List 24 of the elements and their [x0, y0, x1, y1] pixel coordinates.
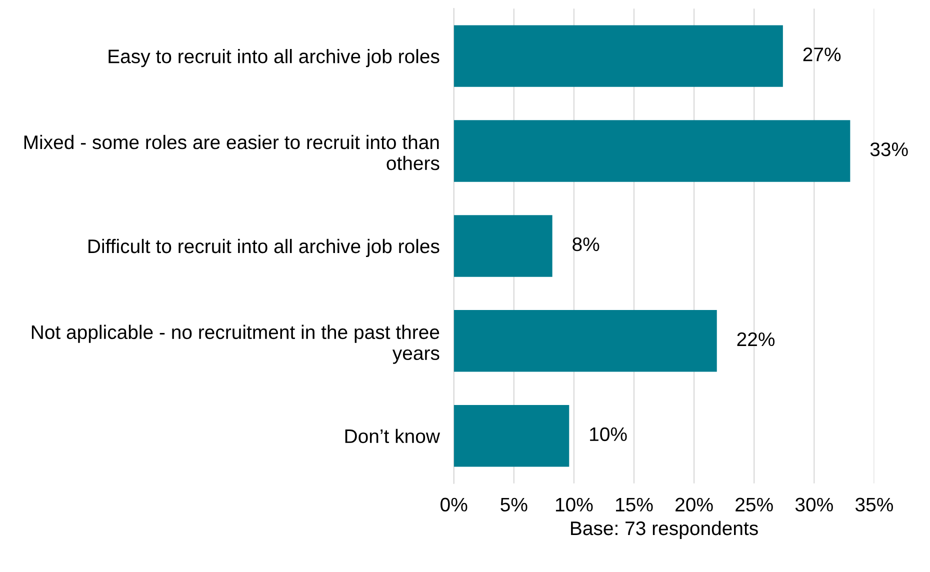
- data-label: 8%: [572, 237, 600, 252]
- bar: [454, 215, 552, 277]
- data-label: 27%: [803, 48, 841, 62]
- bar: [454, 120, 850, 182]
- bar: [454, 25, 783, 87]
- y-tick-label: Mixed - some roles are easier to recruit into than others: [24, 134, 440, 170]
- bar: [454, 310, 717, 372]
- y-tick-label: Not applicable - no recruitment in the past three years: [32, 324, 440, 364]
- x-tick-label: 20%: [676, 498, 713, 512]
- y-tick-label: Don’t know: [345, 428, 440, 444]
- x-axis-title: Base: 73 respondents: [571, 520, 758, 540]
- x-tick-label: 30%: [795, 498, 833, 512]
- data-label: 10%: [590, 427, 627, 442]
- data-label: 22%: [737, 332, 775, 346]
- y-tick-label: Difficult to recruit into all archive job roles: [88, 238, 440, 258]
- x-tick-label: 10%: [556, 498, 593, 512]
- x-tick-label: 0%: [440, 498, 468, 512]
- data-label: 33%: [870, 142, 908, 156]
- bar: [454, 405, 570, 467]
- x-tick-label: 15%: [616, 498, 653, 512]
- x-tick-label: 25%: [736, 498, 773, 512]
- y-tick-label: Easy to recruit into all archive job roles: [108, 49, 440, 68]
- x-tick-label: 5%: [500, 498, 528, 512]
- x-tick-label: 35%: [855, 498, 893, 512]
